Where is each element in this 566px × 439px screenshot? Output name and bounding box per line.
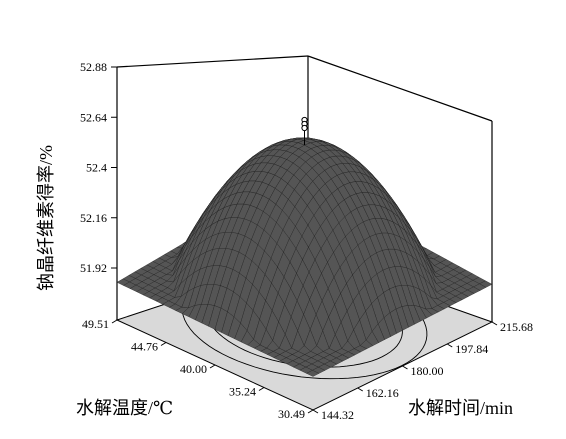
x-tick-mark (258, 387, 265, 391)
y-tick-mark (312, 409, 319, 414)
x-tick-label: 35.24 (229, 385, 256, 399)
top-left-edge (116, 55, 309, 68)
y-tick-mark (402, 365, 408, 370)
z-tick-label: 52.16 (80, 211, 107, 225)
z-tick-label: 52.88 (80, 60, 107, 74)
x-tick-mark (209, 364, 216, 369)
z-tick-label: 52.4 (86, 161, 107, 175)
z-axis-title: 钠晶纤维素得率/% (36, 145, 56, 291)
y-tick-label: 144.32 (321, 408, 354, 422)
x-tick-label: 49.51 (82, 317, 109, 331)
x-axis-title: 水解温度/℃ (76, 398, 173, 418)
x-tick-mark (307, 409, 314, 414)
tick-labels: 51.92 52.16 52.4 52.64 52.88 30.49 35.24 40.00 4… (80, 60, 533, 422)
response-surface (116, 137, 493, 377)
x-tick-mark (160, 342, 167, 346)
top-right-edge (307, 55, 493, 122)
y-tick-mark (446, 343, 453, 348)
x-tick-label: 30.49 (278, 407, 305, 421)
z-tick-label: 52.64 (80, 110, 107, 124)
y-tick-mark (491, 321, 498, 326)
x-tick-label: 44.76 (131, 340, 158, 354)
y-tick-label: 215.68 (500, 320, 533, 334)
y-tick-mark (357, 387, 364, 392)
design-point (301, 124, 308, 132)
y-tick-label: 197.84 (455, 342, 488, 356)
x-tick-label: 40.00 (180, 362, 207, 376)
x-tick-mark (111, 319, 118, 324)
y-tick-label: 180.00 (411, 364, 444, 378)
design-points (301, 116, 308, 146)
z-tick-label: 51.92 (80, 261, 107, 275)
y-tick-label: 162.16 (366, 386, 399, 400)
y-axis-title: 水解时间/min (408, 398, 513, 418)
surface-facet (306, 370, 320, 377)
